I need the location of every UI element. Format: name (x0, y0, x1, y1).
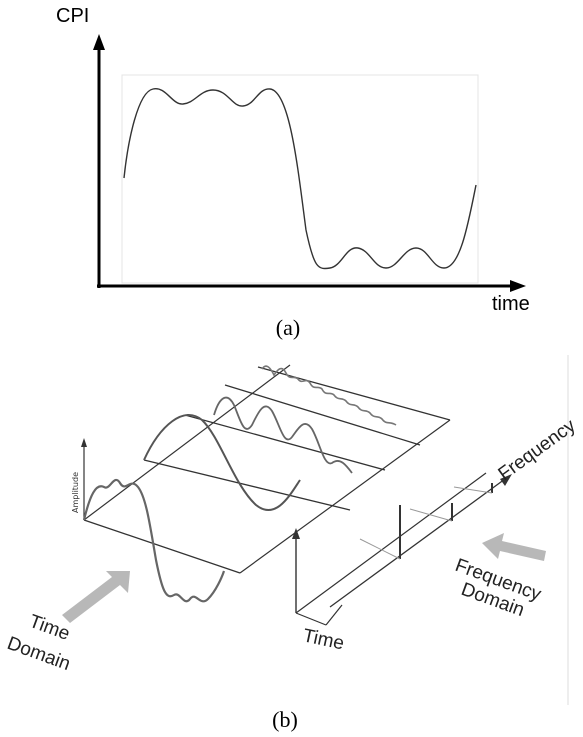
plot-frame (121, 74, 479, 284)
frequency-axis-label: Frequency (495, 415, 580, 485)
time-axis-label: Time (301, 625, 346, 654)
y-axis-arrowhead (93, 34, 105, 50)
time-base-tick (325, 604, 343, 626)
time-axis-arrowhead (292, 528, 300, 539)
time-axis-base (295, 612, 327, 626)
fundamental-sine (143, 414, 301, 512)
spectrum-guides (359, 486, 493, 560)
amplitude-label: Amplitude (71, 472, 80, 513)
component-planes (83, 366, 451, 574)
fifth-harmonic (261, 365, 397, 426)
x-axis-label: time (492, 293, 530, 315)
amplitude-arrowhead (81, 438, 87, 447)
figure-b-caption: (b) (272, 707, 298, 732)
composite-wave (82, 478, 226, 603)
x-axis-arrowhead (510, 280, 526, 292)
figure-a-caption: (a) (276, 315, 300, 340)
time-domain-arrow (62, 571, 130, 623)
frequency-domain-arrow (482, 533, 546, 561)
frequency-axis (329, 478, 506, 608)
frequency-arrowhead (500, 474, 512, 486)
cpi-waveform (123, 88, 477, 270)
time-frequency-domain-figure: Amplitude Time Frequency Time Domain Fre… (4, 355, 580, 732)
cpi-time-figure: CPI time (a) (56, 5, 530, 340)
spectrum-bars (399, 483, 493, 559)
third-harmonic (213, 396, 353, 474)
y-axis-label: CPI (56, 5, 89, 27)
receding-lines (83, 364, 487, 614)
